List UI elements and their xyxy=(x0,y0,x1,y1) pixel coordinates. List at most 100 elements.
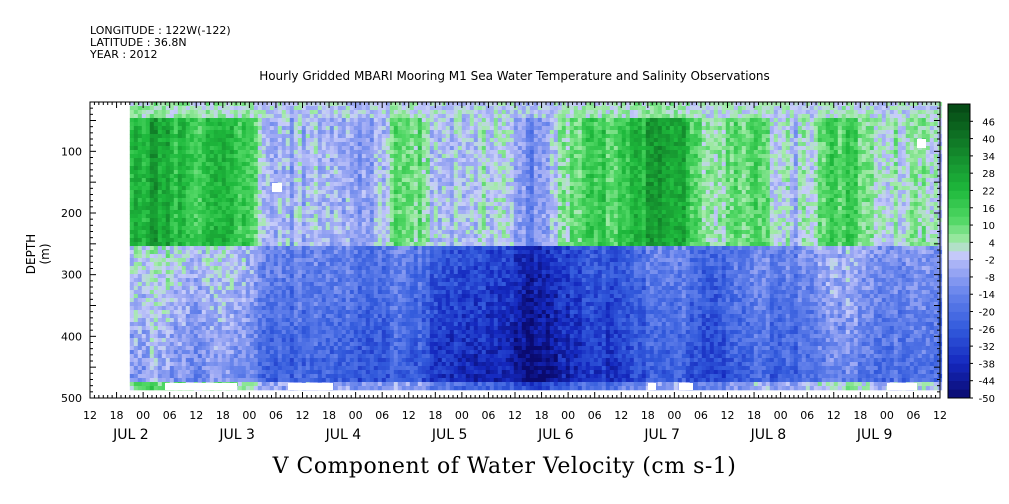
heatmap-cell xyxy=(141,266,147,271)
heatmap-cell xyxy=(205,170,211,175)
heatmap-cell xyxy=(269,154,275,159)
heatmap-cell xyxy=(405,170,411,175)
heatmap-cell xyxy=(197,362,203,367)
heatmap-cell xyxy=(401,158,407,163)
heatmap-cell xyxy=(241,274,247,279)
heatmap-cell xyxy=(157,270,163,275)
heatmap-cell xyxy=(217,310,223,315)
heatmap-cell xyxy=(345,282,351,287)
heatmap-cell xyxy=(213,298,219,303)
heatmap-cell xyxy=(141,182,147,187)
heatmap-cell xyxy=(273,198,279,203)
heatmap-cell xyxy=(193,126,199,131)
heatmap-cell xyxy=(257,362,263,367)
heatmap-cell xyxy=(233,138,239,143)
heatmap-cell xyxy=(397,354,403,359)
heatmap-cell xyxy=(293,102,299,107)
heatmap-cell xyxy=(181,234,187,239)
heatmap-cell xyxy=(305,134,311,139)
heatmap-cell xyxy=(137,370,143,375)
heatmap-cell xyxy=(329,242,335,247)
heatmap-cell xyxy=(373,286,379,291)
heatmap-cell xyxy=(385,166,391,171)
heatmap-cell xyxy=(345,186,351,191)
heatmap-cell xyxy=(353,382,359,387)
heatmap-cell xyxy=(313,170,319,175)
heatmap-cell xyxy=(137,250,143,255)
heatmap-cell xyxy=(169,242,175,247)
heatmap-cell xyxy=(373,366,379,371)
heatmap-cell xyxy=(205,226,211,231)
heatmap-cell xyxy=(185,214,191,219)
heatmap-cell xyxy=(237,142,243,147)
heatmap-cell xyxy=(173,122,179,127)
heatmap-cell xyxy=(145,198,151,203)
heatmap-cell xyxy=(357,242,363,247)
heatmap-cell xyxy=(165,270,171,275)
heatmap-cell xyxy=(261,130,267,135)
heatmap-cell xyxy=(297,162,303,167)
heatmap-cell xyxy=(189,286,195,291)
heatmap-cell xyxy=(365,298,371,303)
heatmap-cell xyxy=(145,274,151,279)
heatmap-cell xyxy=(357,178,363,183)
heatmap-cell xyxy=(165,210,171,215)
heatmap-cell xyxy=(297,190,303,195)
heatmap-cell xyxy=(177,202,183,207)
heatmap-cell xyxy=(389,290,395,295)
heatmap-cell xyxy=(309,162,315,167)
heatmap-cell xyxy=(189,242,195,247)
heatmap-cell xyxy=(129,234,135,239)
heatmap-cell xyxy=(365,270,371,275)
heatmap-cell xyxy=(389,310,395,315)
heatmap-cell xyxy=(325,314,331,319)
heatmap-cell xyxy=(201,346,207,351)
heatmap-cell xyxy=(157,182,163,187)
heatmap-cell xyxy=(361,302,367,307)
heatmap-cell xyxy=(249,358,255,363)
heatmap-cell xyxy=(357,234,363,239)
heatmap-cell xyxy=(141,190,147,195)
heatmap-cell xyxy=(129,114,135,119)
heatmap-cell xyxy=(189,378,195,383)
heatmap-cell xyxy=(245,182,251,187)
heatmap-cell xyxy=(389,330,395,335)
heatmap-cell xyxy=(205,114,211,119)
heatmap-cell xyxy=(197,342,203,347)
heatmap-cell xyxy=(153,290,159,295)
heatmap-cell xyxy=(233,282,239,287)
heatmap-cell xyxy=(225,238,231,243)
heatmap-cell xyxy=(173,186,179,191)
heatmap-cell xyxy=(133,330,139,335)
heatmap-cell xyxy=(253,206,259,211)
heatmap-cell xyxy=(241,278,247,283)
heatmap-cell xyxy=(301,178,307,183)
heatmap-cell xyxy=(209,210,215,215)
heatmap-cell xyxy=(301,354,307,359)
heatmap-cell xyxy=(293,182,299,187)
heatmap-cell xyxy=(245,186,251,191)
heatmap-cell xyxy=(361,346,367,351)
heatmap-cell xyxy=(305,218,311,223)
heatmap-cell xyxy=(321,334,327,339)
heatmap-cell xyxy=(373,334,379,339)
heatmap-cell xyxy=(393,358,399,363)
heatmap-cell xyxy=(185,174,191,179)
heatmap-cell xyxy=(369,318,375,323)
heatmap-cell xyxy=(193,326,199,331)
heatmap-cell xyxy=(197,138,203,143)
heatmap-cell xyxy=(245,174,251,179)
heatmap-cell xyxy=(257,190,263,195)
heatmap-cell xyxy=(181,350,187,355)
heatmap-cell xyxy=(221,270,227,275)
heatmap-cell xyxy=(241,354,247,359)
heatmap-cell xyxy=(373,154,379,159)
heatmap-cell xyxy=(377,142,383,147)
heatmap-cell xyxy=(293,110,299,115)
heatmap-cell xyxy=(217,354,223,359)
heatmap-cell xyxy=(313,262,319,267)
heatmap-cell xyxy=(389,274,395,279)
heatmap-cell xyxy=(165,178,171,183)
heatmap-cell xyxy=(149,126,155,131)
heatmap-cell xyxy=(353,158,359,163)
